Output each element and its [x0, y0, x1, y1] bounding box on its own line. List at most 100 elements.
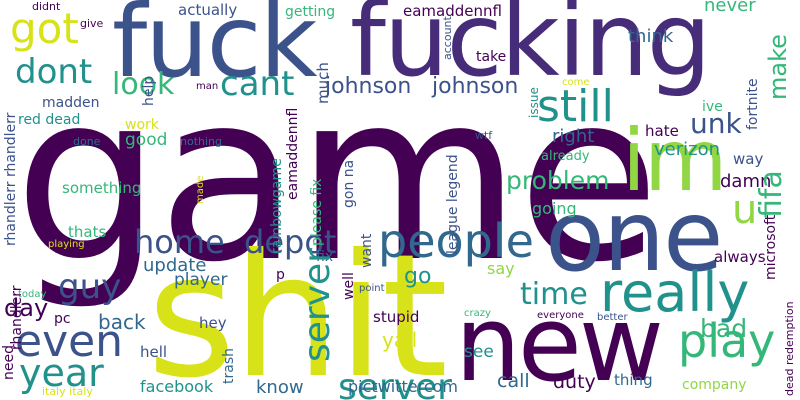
word-call: call: [497, 370, 530, 392]
word-unk: unk: [690, 107, 742, 140]
word-come: come: [562, 77, 590, 88]
word-dont: dont: [15, 52, 93, 92]
word-something: something: [62, 179, 142, 197]
word-pc: pc: [54, 311, 71, 327]
word-eamaddennfl: eamaddennfl: [403, 2, 502, 20]
word-one: one: [545, 180, 723, 294]
word-verizon: verizon: [654, 139, 720, 160]
word-p: p: [276, 267, 285, 283]
word-really: really: [600, 261, 750, 324]
word-fucking: fucking: [350, 0, 711, 100]
word-man: man: [196, 81, 219, 92]
word-help: help: [141, 75, 157, 106]
word-pictwittercom: pictwittercom: [348, 377, 458, 396]
word-johnson-1: johnson: [325, 74, 412, 99]
word-problem: problem: [506, 166, 610, 195]
word-please-fix: please fix: [309, 178, 325, 246]
word-going: going: [532, 199, 577, 218]
word-want: want: [359, 233, 375, 268]
word-look: look: [112, 67, 175, 102]
word-hey: hey: [199, 314, 227, 332]
word-hate: hate: [645, 122, 679, 140]
word-account: account: [441, 16, 454, 60]
word-go: go: [404, 264, 432, 289]
word-cant: cant: [220, 64, 295, 104]
word-duty: duty: [553, 371, 596, 393]
word-good: good: [125, 130, 168, 150]
word-everyone: everyone: [537, 310, 584, 321]
word-much: much: [314, 62, 332, 104]
word-better: better: [597, 312, 628, 323]
word-need: need: [1, 345, 17, 380]
word-done: done: [73, 135, 101, 148]
word-way: way: [733, 150, 764, 168]
word-shit: shit: [147, 218, 448, 400]
word-still: still: [537, 81, 614, 132]
word-stupid: stupid: [373, 308, 420, 326]
word-yall: yall: [382, 328, 418, 352]
word-fifa: fifa: [754, 170, 789, 218]
word-server-v: server: [297, 248, 338, 362]
word-already: already: [541, 149, 590, 164]
word-facebook: facebook: [140, 377, 214, 396]
word-depot: depot: [244, 223, 337, 261]
word-fuck: fuck: [112, 0, 317, 100]
word-ive: ive: [702, 99, 723, 115]
word-dead-redemption: dead redemption: [783, 301, 796, 396]
word-eamaddennfl-v: eamaddennfl: [285, 107, 301, 200]
word-made: made: [195, 175, 206, 204]
word-even: even: [15, 316, 124, 367]
word-nothing: nothing: [180, 135, 222, 148]
word-well: well: [341, 272, 357, 300]
word-think: think: [628, 26, 674, 47]
word-rhandlerr-rhandlerr: rhandlerr rhandlerr: [3, 112, 19, 246]
word-update: update: [143, 255, 207, 276]
word-league-legend: league legend: [445, 154, 461, 254]
word-guy: guy: [58, 267, 122, 307]
word-take: take: [476, 49, 507, 65]
word-microsoft: microsoft: [763, 214, 779, 280]
word-today: today: [18, 289, 47, 300]
word-red-dead: red dead: [18, 112, 81, 128]
word-right: right: [552, 126, 595, 147]
word-thing: thing: [614, 371, 653, 389]
word-gon-na: gon na: [341, 159, 357, 208]
word-play: play: [678, 314, 776, 368]
word-u: u: [732, 187, 758, 233]
word-new: new: [455, 283, 664, 400]
word-italy-italy: italy italy: [42, 385, 93, 398]
word-player: player: [174, 270, 228, 290]
word-server: server: [338, 367, 452, 400]
word-thats: thats: [68, 223, 107, 241]
word-work: work: [125, 117, 159, 133]
word-got: got: [10, 4, 79, 53]
word-getting: getting: [285, 4, 336, 20]
word-hell: hell: [140, 343, 168, 361]
word-issue: issue: [527, 87, 541, 118]
word-people: people: [378, 214, 534, 268]
word-never: never: [704, 0, 756, 16]
word-playing: playing: [48, 239, 85, 250]
word-company: company: [682, 377, 747, 393]
word-see: see: [464, 342, 494, 362]
word-know: know: [256, 377, 304, 398]
word-rhandlerr: rhandlerr: [9, 285, 25, 351]
word-back: back: [98, 310, 146, 334]
word-rainbowgame: rainbowgame: [269, 158, 285, 254]
word-say: say: [487, 259, 515, 278]
word-madden: madden: [42, 95, 100, 111]
word-point: point: [359, 283, 385, 294]
word-year: year: [19, 351, 104, 395]
word-fortnite: fortnite: [745, 78, 761, 130]
word-damn: damn: [720, 171, 772, 192]
word-home: home: [134, 223, 225, 261]
word-crazy: crazy: [464, 308, 491, 319]
word-make: make: [764, 34, 792, 100]
word-wtf: wtf: [475, 129, 493, 142]
word-time: time: [520, 277, 588, 312]
word-bad: bad: [700, 314, 748, 343]
word-didnt: didnt: [32, 0, 61, 13]
word-trash: trash: [221, 348, 237, 384]
word-give: give: [80, 17, 104, 30]
